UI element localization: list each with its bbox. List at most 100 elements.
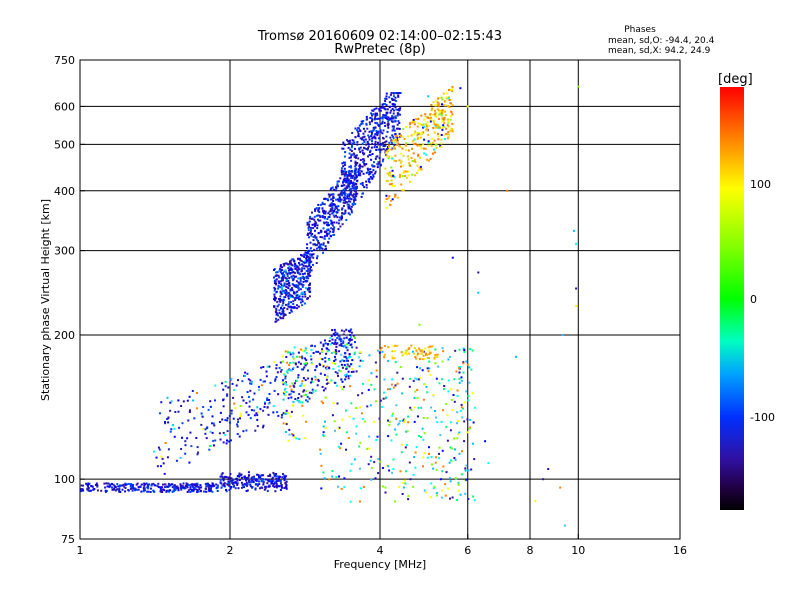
echo-point — [204, 487, 207, 490]
echo-point — [337, 222, 340, 225]
echo-point — [241, 396, 244, 399]
echo-point — [369, 459, 372, 462]
echo-point — [183, 486, 186, 489]
echo-point — [559, 486, 562, 489]
echo-point — [258, 385, 260, 388]
echo-point — [389, 117, 392, 120]
echo-point — [417, 144, 420, 147]
echo-point — [289, 415, 292, 418]
echo-point — [456, 411, 459, 414]
echo-point — [309, 232, 311, 235]
echo-point — [297, 277, 300, 280]
echo-point — [160, 465, 162, 468]
echo-point — [350, 159, 353, 162]
echo-point — [175, 485, 178, 488]
echo-point — [218, 432, 221, 435]
echo-point — [328, 232, 330, 235]
echo-point — [416, 388, 419, 391]
echo-point — [302, 283, 305, 286]
echo-point — [312, 352, 315, 354]
echo-point — [339, 360, 342, 363]
echo-point — [298, 263, 301, 266]
echo-point — [322, 425, 325, 428]
echo-point — [323, 222, 326, 225]
echo-point — [186, 437, 189, 440]
echo-point — [355, 154, 358, 157]
echo-point — [318, 207, 321, 209]
echo-point — [445, 403, 448, 405]
echo-point — [165, 490, 168, 493]
echo-point — [284, 271, 287, 274]
echo-point — [284, 481, 287, 484]
echo-point — [471, 392, 474, 395]
echo-point — [429, 113, 432, 115]
echo-point — [429, 158, 432, 160]
echo-point — [323, 217, 326, 220]
echo-point — [397, 138, 400, 141]
echo-point — [283, 393, 286, 396]
echo-point — [353, 353, 356, 356]
echo-point — [429, 345, 432, 348]
echo-point — [427, 140, 430, 143]
echo-point — [295, 296, 298, 299]
echo-point — [321, 247, 324, 250]
echo-point — [417, 118, 420, 120]
echo-point — [282, 289, 285, 292]
echo-point — [193, 417, 196, 420]
echo-point — [286, 370, 288, 373]
echo-point — [335, 476, 338, 479]
echo-point — [362, 485, 365, 488]
echo-point — [361, 182, 364, 184]
echo-point — [348, 330, 351, 333]
echo-point — [313, 234, 316, 237]
echo-point — [249, 485, 252, 488]
echo-point — [249, 389, 252, 392]
echo-point — [310, 349, 313, 352]
echo-point — [278, 475, 281, 478]
echo-point — [136, 482, 139, 485]
echo-point — [209, 400, 212, 403]
echo-point — [349, 173, 352, 175]
echo-point — [393, 195, 396, 198]
echo-point — [317, 203, 320, 206]
colorbar-tick-neg100: -100 — [750, 411, 775, 424]
echo-point — [405, 126, 408, 128]
echo-point — [457, 433, 459, 436]
echo-point — [381, 142, 384, 145]
echo-point — [391, 355, 394, 358]
echo-point — [437, 97, 439, 100]
echo-point — [388, 195, 391, 198]
echo-point — [340, 342, 343, 345]
echo-point — [415, 349, 418, 352]
echo-point — [337, 374, 339, 377]
echo-point — [189, 486, 192, 489]
echo-point — [332, 214, 335, 217]
echo-point — [229, 487, 232, 490]
echo-point — [447, 125, 450, 128]
echo-point — [355, 370, 358, 373]
echo-point — [207, 486, 210, 489]
echo-point — [337, 427, 340, 430]
echo-point — [388, 155, 391, 158]
echo-point — [252, 398, 255, 401]
echo-point — [426, 356, 429, 359]
echo-point — [362, 139, 365, 142]
echo-point — [179, 456, 182, 459]
echo-point — [221, 475, 224, 478]
echo-point — [281, 285, 284, 288]
echo-point — [477, 291, 480, 294]
echo-point — [292, 283, 295, 286]
echo-point — [255, 412, 258, 415]
echo-point — [325, 376, 328, 379]
echo-point — [346, 201, 349, 204]
echo-point — [419, 156, 421, 159]
echo-point — [308, 217, 311, 220]
echo-point — [284, 413, 287, 415]
echo-point — [204, 432, 207, 435]
echo-point — [354, 165, 357, 168]
echo-point — [320, 400, 323, 403]
echo-point — [169, 489, 172, 492]
echo-point — [345, 343, 348, 346]
echo-point — [289, 262, 292, 265]
